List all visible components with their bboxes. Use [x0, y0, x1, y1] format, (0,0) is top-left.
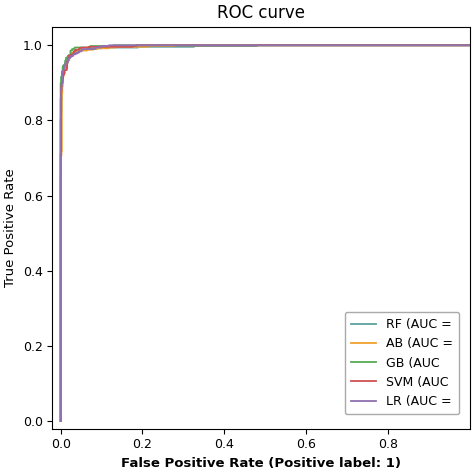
GB (AUC — [58, 418, 64, 424]
Y-axis label: True Positive Rate: True Positive Rate — [4, 168, 17, 287]
SVM (AUC — [214, 43, 220, 48]
SVM (AUC — [288, 43, 294, 48]
AB (AUC = — [78, 48, 84, 54]
AB (AUC = — [288, 43, 294, 48]
SVM (AUC — [352, 43, 358, 48]
GB (AUC — [467, 43, 473, 48]
SVM (AUC — [467, 43, 473, 48]
Line: LR (AUC =: LR (AUC = — [61, 46, 470, 421]
Line: GB (AUC: GB (AUC — [61, 46, 470, 421]
Line: AB (AUC =: AB (AUC = — [61, 46, 470, 421]
RF (AUC = — [58, 418, 64, 424]
GB (AUC — [255, 43, 261, 48]
RF (AUC = — [78, 48, 84, 54]
LR (AUC = — [58, 418, 64, 424]
LR (AUC = — [255, 43, 261, 48]
LR (AUC = — [467, 43, 473, 48]
SVM (AUC — [134, 43, 139, 48]
AB (AUC = — [467, 43, 473, 48]
SVM (AUC — [58, 418, 64, 424]
AB (AUC = — [214, 43, 220, 48]
RF (AUC = — [352, 43, 358, 48]
LR (AUC = — [79, 48, 84, 54]
AB (AUC = — [171, 43, 177, 48]
GB (AUC — [58, 157, 64, 163]
Line: RF (AUC =: RF (AUC = — [61, 46, 470, 421]
AB (AUC = — [352, 43, 358, 48]
LR (AUC = — [288, 43, 294, 48]
Title: ROC curve: ROC curve — [217, 4, 305, 22]
X-axis label: False Positive Rate (Positive label: 1): False Positive Rate (Positive label: 1) — [121, 457, 401, 470]
RF (AUC = — [254, 43, 259, 48]
LR (AUC = — [106, 43, 112, 48]
GB (AUC — [288, 43, 294, 48]
Line: SVM (AUC: SVM (AUC — [61, 46, 470, 421]
AB (AUC = — [255, 43, 261, 48]
RF (AUC = — [58, 157, 64, 163]
SVM (AUC — [255, 43, 261, 48]
LR (AUC = — [214, 43, 220, 48]
RF (AUC = — [467, 43, 473, 48]
LR (AUC = — [352, 43, 358, 48]
SVM (AUC — [77, 46, 82, 51]
RF (AUC = — [255, 43, 261, 48]
GB (AUC — [352, 43, 358, 48]
GB (AUC — [214, 43, 220, 48]
RF (AUC = — [288, 43, 294, 48]
GB (AUC — [110, 43, 116, 48]
AB (AUC = — [58, 158, 64, 164]
SVM (AUC — [58, 157, 64, 163]
AB (AUC = — [58, 418, 64, 424]
RF (AUC = — [214, 43, 220, 49]
Legend: RF (AUC =, AB (AUC =, GB (AUC, SVM (AUC, LR (AUC =: RF (AUC =, AB (AUC =, GB (AUC, SVM (AUC,… — [345, 312, 459, 414]
LR (AUC = — [58, 157, 64, 163]
GB (AUC — [77, 45, 82, 50]
